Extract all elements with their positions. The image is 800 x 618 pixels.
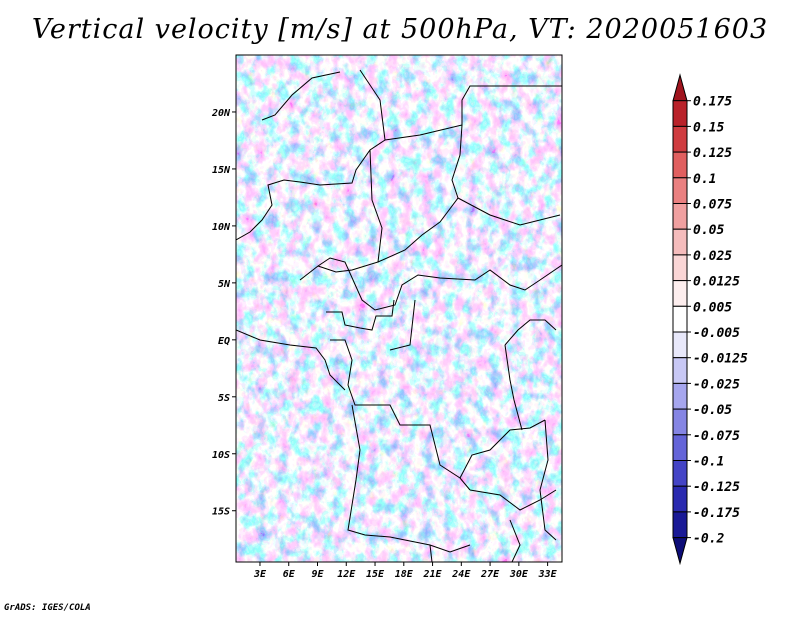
x-tick-label: 24E [451, 569, 471, 580]
colorbar-swatch [672, 177, 688, 205]
colorbar: 0.175 0.15 0.125 0.1 0.075 0.05 0.025 0.0125 0.0… [672, 73, 748, 566]
colorbar-cap-top [672, 73, 688, 102]
colorbar-cap-bottom [672, 537, 688, 566]
colorbar-swatch [672, 331, 688, 359]
colorbar-label: -0.1 [693, 455, 724, 470]
colorbar-label: -0.2 [693, 532, 724, 547]
colorbar-label: 0.0125 [693, 275, 740, 290]
colorbar-swatch [672, 434, 688, 461]
colorbar-label: -0.025 [693, 377, 740, 392]
country-borders [236, 69, 562, 562]
y-tick-label: 15N [212, 165, 231, 176]
colorbar-label: 0.075 [693, 198, 732, 213]
y-tick-label: 10N [212, 222, 231, 233]
y-tick-label: 10S [212, 450, 230, 461]
colorbar-swatch [672, 254, 688, 282]
map-frame [235, 54, 563, 563]
x-tick-label: 33E [538, 569, 558, 580]
colorbar-swatch [672, 357, 688, 384]
colorbar-label: -0.175 [693, 506, 740, 521]
colorbar-label: 0.05 [693, 223, 724, 238]
colorbar-label: 0.1 [693, 172, 716, 187]
colorbar-swatch [672, 408, 688, 436]
colorbar-swatch [672, 203, 688, 230]
colorbar-swatch [672, 511, 688, 539]
x-tick-label: 9E [311, 569, 324, 580]
vertical-velocity-field [236, 55, 562, 562]
y-tick-label: 15S [212, 507, 230, 518]
y-tick-label: 5S [218, 393, 230, 404]
x-tick-label: 6E [283, 569, 296, 580]
y-tick-label: EQ [218, 336, 230, 347]
x-tick-label: 27E [480, 569, 500, 580]
colorbar-label: -0.075 [693, 429, 740, 444]
y-tick-label: 20N [211, 108, 231, 119]
colorbar-label: -0.05 [693, 403, 732, 418]
colorbar-swatch [672, 305, 688, 333]
colorbar-swatch [672, 280, 688, 307]
colorbar-label: -0.125 [693, 480, 740, 495]
x-tick-label: 12E [337, 569, 356, 580]
map-panel [235, 54, 563, 563]
y-axis: 20N 15N 10N 5N EQ 5S 10S 15S [211, 108, 236, 518]
colorbar-label: 0.175 [693, 95, 732, 110]
colorbar-swatch [672, 382, 688, 410]
x-tick-label: 3E [253, 569, 267, 580]
chart-title: Vertical velocity [m/s] at 500hPa, VT: 2… [31, 14, 769, 45]
colorbar-swatch [672, 125, 688, 153]
colorbar-swatch [672, 228, 688, 256]
y-tick-label: 5N [218, 279, 231, 290]
credit-label: GrADS: IGES/COLA [4, 603, 91, 613]
colorbar-swatch [672, 460, 688, 487]
colorbar-swatch [672, 151, 688, 179]
x-tick-label: 21E [423, 569, 443, 580]
colorbar-label: -0.005 [693, 326, 740, 341]
colorbar-label: 0.125 [693, 146, 732, 161]
x-tick-label: 15E [366, 569, 385, 580]
colorbar-swatch [672, 100, 688, 127]
x-axis: 3E 6E 9E 12E 15E 18E 21E 24E 27E 30E 33E [253, 562, 558, 580]
colorbar-label: 0.15 [693, 120, 724, 135]
colorbar-label: -0.0125 [693, 352, 748, 367]
x-tick-label: 30E [509, 569, 529, 580]
colorbar-swatch [672, 485, 688, 513]
x-tick-label: 18E [395, 569, 414, 580]
colorbar-label: 0.005 [693, 300, 732, 315]
colorbar-label: 0.025 [693, 249, 732, 264]
